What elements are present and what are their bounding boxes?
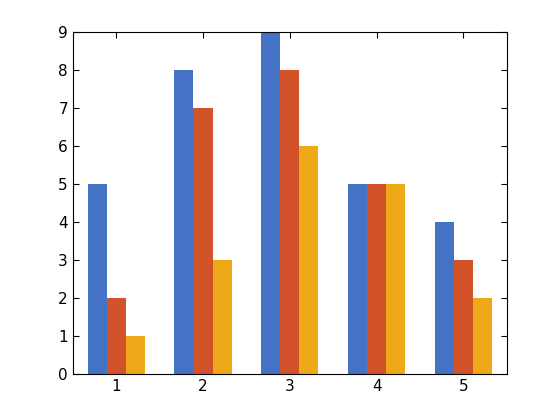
Bar xyxy=(348,184,367,374)
Bar xyxy=(106,298,126,374)
Bar xyxy=(213,260,232,374)
Bar xyxy=(300,146,319,374)
Bar xyxy=(473,298,492,374)
Bar xyxy=(454,260,473,374)
Bar xyxy=(367,184,386,374)
Bar xyxy=(174,70,193,374)
Bar xyxy=(280,70,300,374)
Bar xyxy=(435,222,454,374)
Bar xyxy=(386,184,405,374)
Bar xyxy=(193,108,213,374)
Bar xyxy=(126,336,145,374)
Bar xyxy=(87,184,106,374)
Bar xyxy=(261,32,280,374)
